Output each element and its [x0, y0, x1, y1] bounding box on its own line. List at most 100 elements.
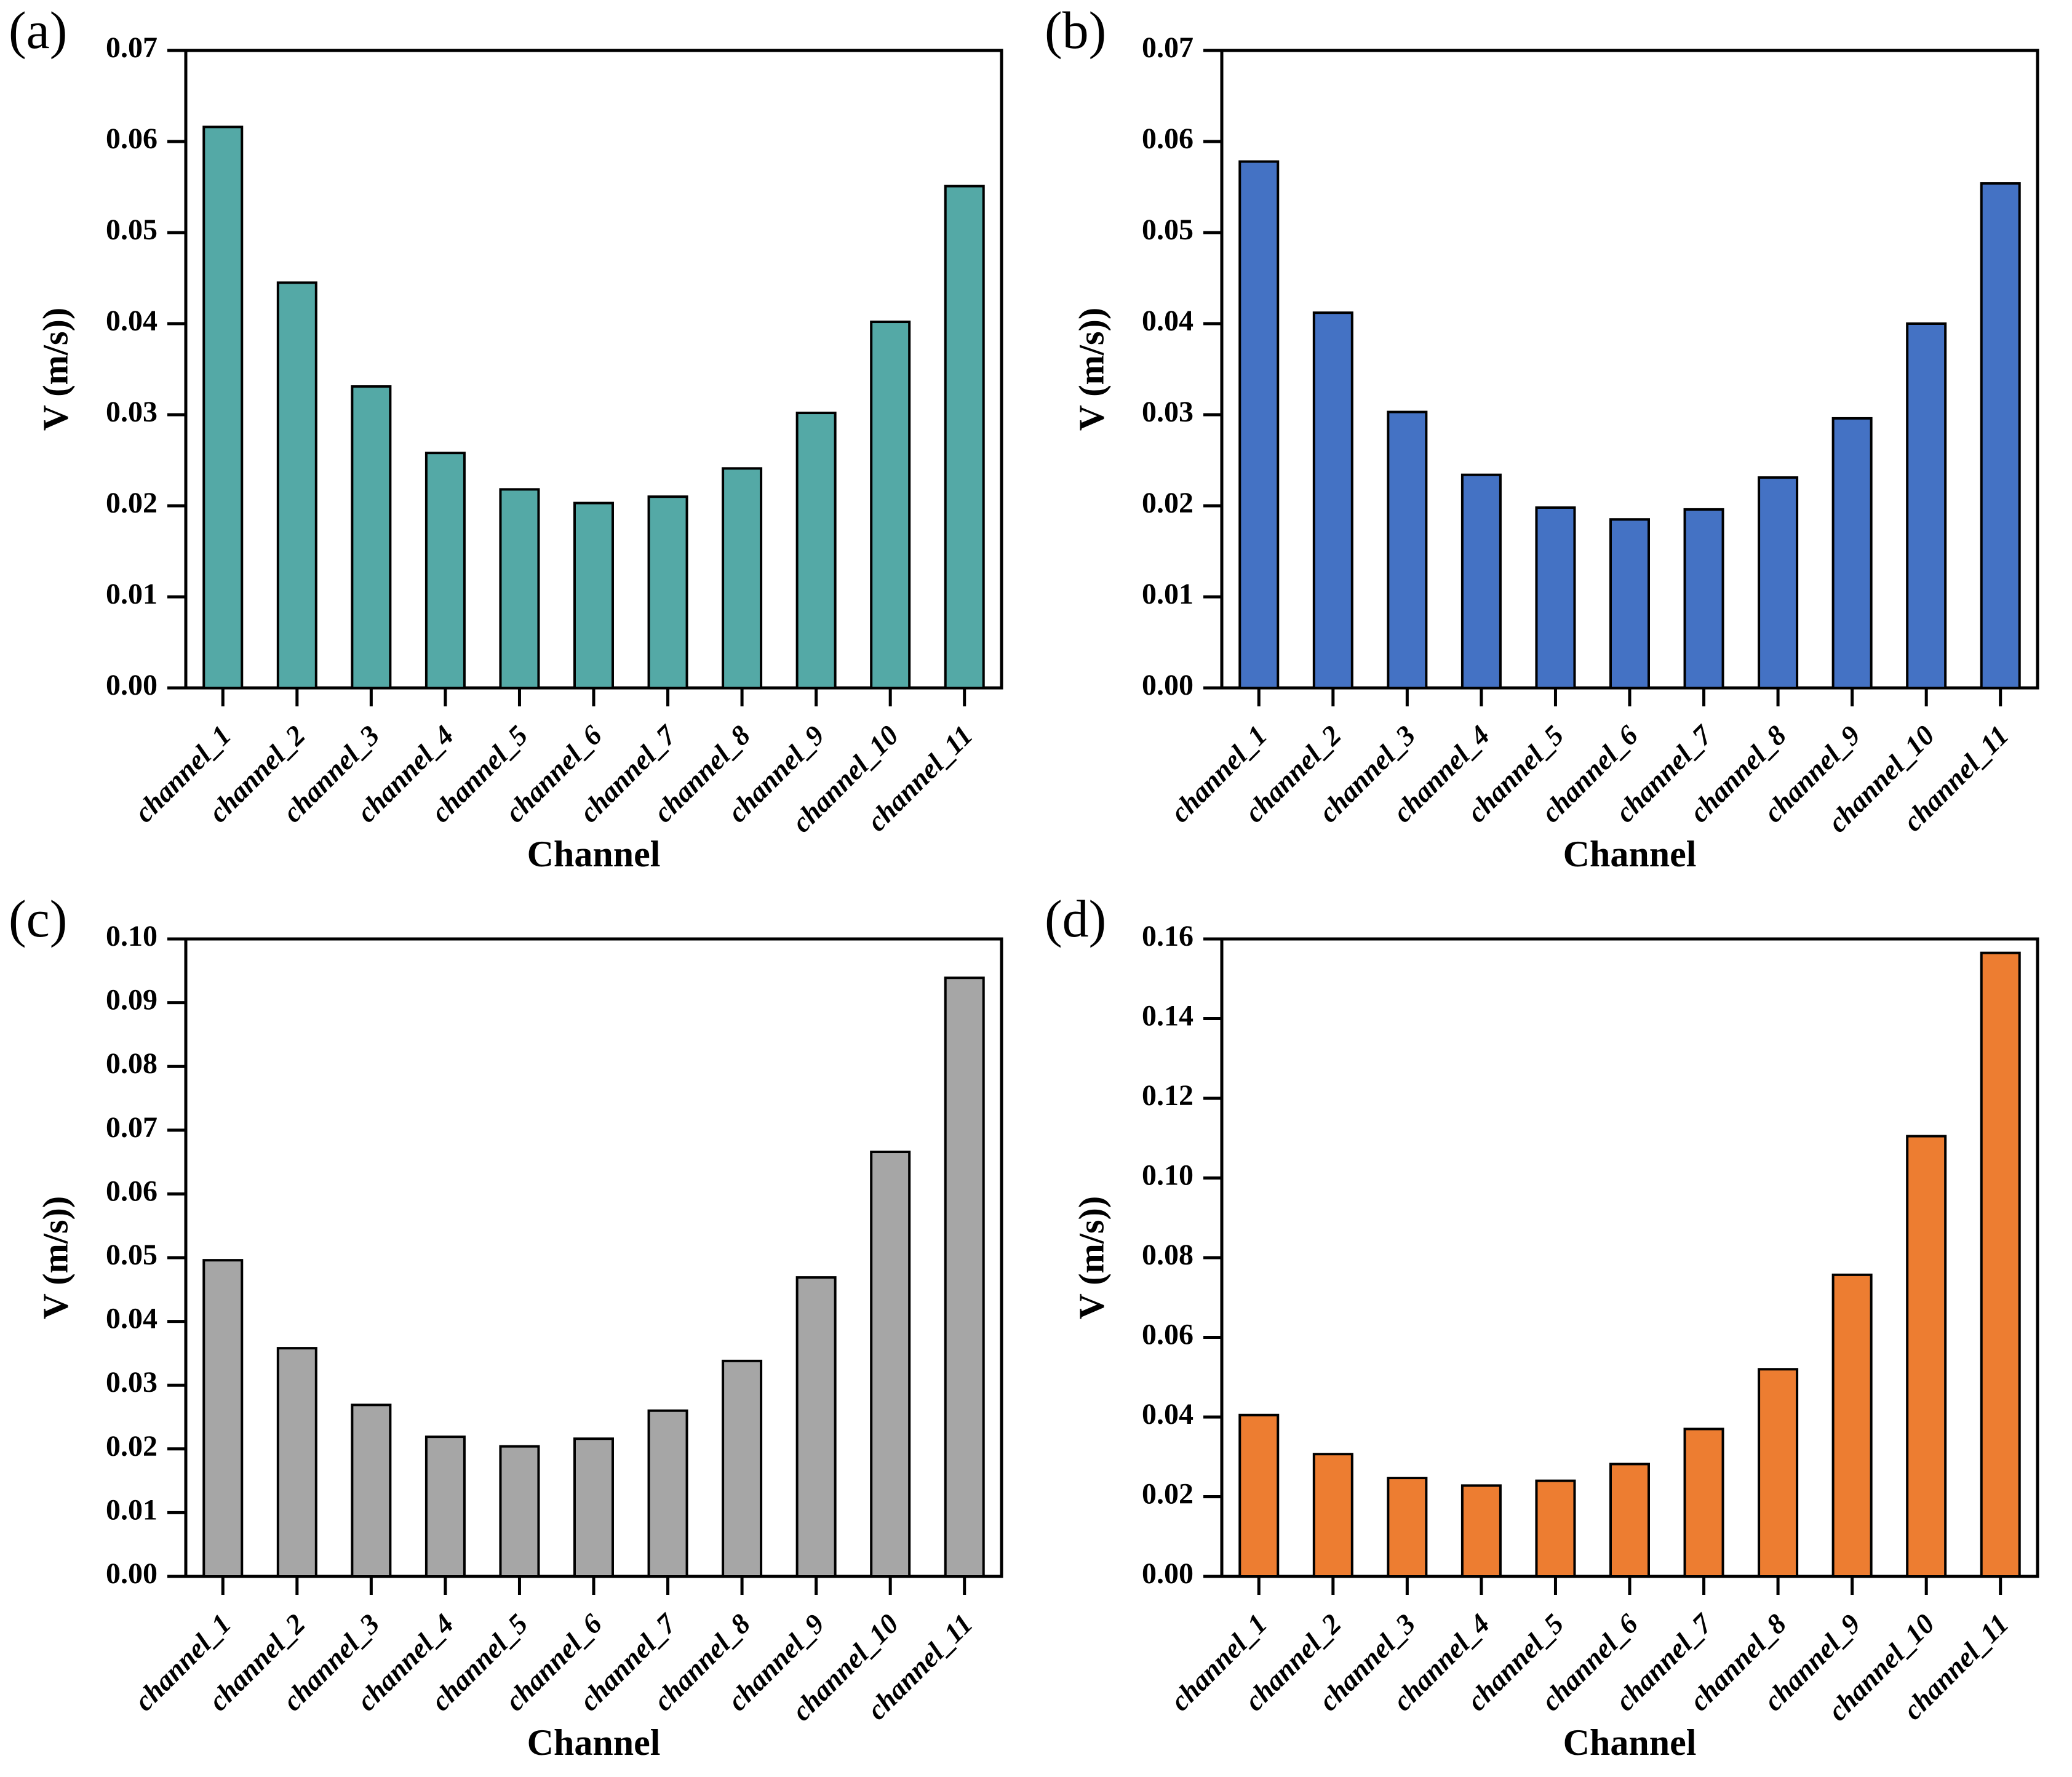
y-tick-label: 0.02 [106, 487, 157, 519]
bar-channel_10 [870, 321, 911, 689]
y-tick-label: 0.16 [1142, 920, 1193, 952]
bar-channel_1 [202, 1259, 244, 1578]
x-axis-title: Channel [1563, 1722, 1697, 1763]
y-tick-label: 0.00 [1142, 1557, 1193, 1590]
bar-chart-d: 0.00 0.02 0.04 0.06 0.08 0.10 0.12 0.14 0.16 V (m… [1071, 920, 2039, 1763]
y-tick-label: 0.01 [1142, 578, 1193, 610]
y-tick-label: 0.10 [1142, 1159, 1193, 1192]
y-tick-label: 0.00 [106, 1557, 157, 1590]
bar-chart-b: 0.00 0.01 0.02 0.03 0.04 0.05 0.06 0.07 V (m/s))… [1071, 31, 2039, 874]
panel-a: (a) 0.00 0.01 0.02 0.03 0.04 0.05 0.06 0.07 V (m… [0, 0, 1036, 888]
x-axis-title: Channel [527, 1722, 661, 1763]
bar-channel_6 [573, 1437, 614, 1578]
y-tick-label: 0.06 [106, 1175, 157, 1207]
y-tick-label: 0.05 [1142, 214, 1193, 246]
panel-b: (b) 0.00 0.01 0.02 0.03 0.04 0.05 0.06 0.07 V (m… [1036, 0, 2072, 888]
panel-d: (d) 0.00 0.02 0.04 0.06 0.08 0.10 0.12 0.14 0.16… [1036, 888, 2072, 1777]
bar-channel_6 [1609, 1463, 1650, 1578]
bar-channel_1 [1238, 160, 1280, 689]
bar-channel_11 [944, 976, 985, 1578]
y-tick-label: 0.04 [1142, 305, 1193, 337]
bar-channel_7 [1683, 1428, 1724, 1578]
x-axis-title: Channel [1563, 834, 1697, 874]
y-tick-label: 0.07 [106, 31, 157, 64]
bar-chart-c: 0.00 0.01 0.02 0.03 0.04 0.05 0.06 0.07 0.08 0.09… [35, 920, 1003, 1763]
y-tick-label: 0.03 [1142, 396, 1193, 428]
bar-channel_8 [722, 1359, 763, 1578]
bar-channel_9 [795, 412, 837, 689]
bar-channel_6 [573, 501, 614, 689]
y-tick-label: 0.03 [106, 1366, 157, 1399]
bar-channel_7 [647, 495, 688, 689]
y-axis-label: V (m/s)) [1071, 308, 1111, 431]
bar-channel_7 [1683, 508, 1724, 689]
y-tick-label: 0.03 [106, 396, 157, 428]
bar-channel_6 [1609, 518, 1650, 689]
y-tick-label: 0.12 [1142, 1079, 1193, 1112]
y-tick-label: 0.00 [1142, 669, 1193, 701]
y-tick-label: 0.06 [106, 122, 157, 155]
y-tick-label: 0.05 [106, 1239, 157, 1271]
y-tick-label: 0.06 [1142, 122, 1193, 155]
y-tick-label: 0.06 [1142, 1319, 1193, 1351]
bar-channel_5 [499, 488, 540, 689]
y-tick-label: 0.07 [106, 1111, 157, 1144]
bar-channel_4 [1460, 473, 1502, 689]
y-tick-label: 0.05 [106, 214, 157, 246]
bar-channel_5 [499, 1445, 540, 1578]
panel-letter-b: (b) [1045, 1, 1107, 60]
bar-channel_4 [424, 452, 466, 689]
bar-channel_2 [1312, 1453, 1353, 1578]
bar-channel_2 [276, 281, 317, 689]
bar-channel_3 [1387, 1477, 1428, 1578]
y-axis-label: V (m/s)) [35, 1196, 75, 1319]
y-tick-label: 0.00 [106, 669, 157, 701]
y-tick-label: 0.04 [106, 305, 157, 337]
panel-letter-a: (a) [9, 1, 68, 60]
panel-letter-d: (d) [1045, 889, 1107, 948]
y-tick-label: 0.09 [106, 984, 157, 1016]
bar-channel_1 [1238, 1413, 1280, 1578]
y-tick-label: 0.08 [1142, 1239, 1193, 1271]
bar-channel_10 [1906, 322, 1947, 689]
bar-channel_5 [1535, 1479, 1576, 1578]
y-tick-label: 0.02 [1142, 1478, 1193, 1511]
bar-channel_9 [795, 1276, 837, 1578]
y-tick-label: 0.01 [106, 1493, 157, 1526]
y-tick-label: 0.04 [1142, 1398, 1193, 1431]
bar-channel_8 [722, 467, 763, 689]
y-axis-label: V (m/s)) [1071, 1196, 1111, 1319]
bar-channel_2 [276, 1347, 317, 1578]
bar-channel_4 [424, 1436, 466, 1578]
y-axis-label: V (m/s)) [35, 308, 75, 431]
y-tick-label: 0.04 [106, 1303, 157, 1335]
y-tick-label: 0.10 [106, 920, 157, 952]
bar-channel_5 [1535, 506, 1576, 690]
bar-channel_11 [1980, 951, 2021, 1578]
bar-channel_7 [647, 1409, 688, 1578]
bar-channel_2 [1312, 311, 1353, 689]
bar-channel_9 [1831, 1273, 1873, 1578]
bar-chart-a: 0.00 0.01 0.02 0.03 0.04 0.05 0.06 0.07 V (m/s))… [35, 31, 1003, 874]
bar-channel_3 [1387, 410, 1428, 689]
y-tick-label: 0.02 [106, 1430, 157, 1463]
y-tick-label: 0.14 [1142, 1000, 1193, 1032]
bar-channel_10 [870, 1151, 911, 1578]
bar-channel_11 [1980, 182, 2021, 689]
bar-channel_8 [1758, 476, 1799, 689]
bar-channel_1 [202, 126, 244, 689]
x-axis-title: Channel [527, 834, 661, 874]
bar-channel_10 [1906, 1135, 1947, 1578]
y-tick-label: 0.02 [1142, 487, 1193, 519]
bar-channel_8 [1758, 1368, 1799, 1578]
bar-channel_3 [351, 1404, 392, 1578]
bar-channel_3 [351, 385, 392, 689]
bar-channel_4 [1460, 1484, 1502, 1578]
bar-channel_9 [1831, 417, 1873, 689]
panel-letter-c: (c) [9, 889, 68, 948]
y-tick-label: 0.01 [106, 578, 157, 610]
y-tick-label: 0.07 [1142, 31, 1193, 64]
y-tick-label: 0.08 [106, 1047, 157, 1080]
panel-c: (c) 0.00 0.01 0.02 0.03 0.04 0.05 0.06 0.07 0.08… [0, 888, 1036, 1777]
